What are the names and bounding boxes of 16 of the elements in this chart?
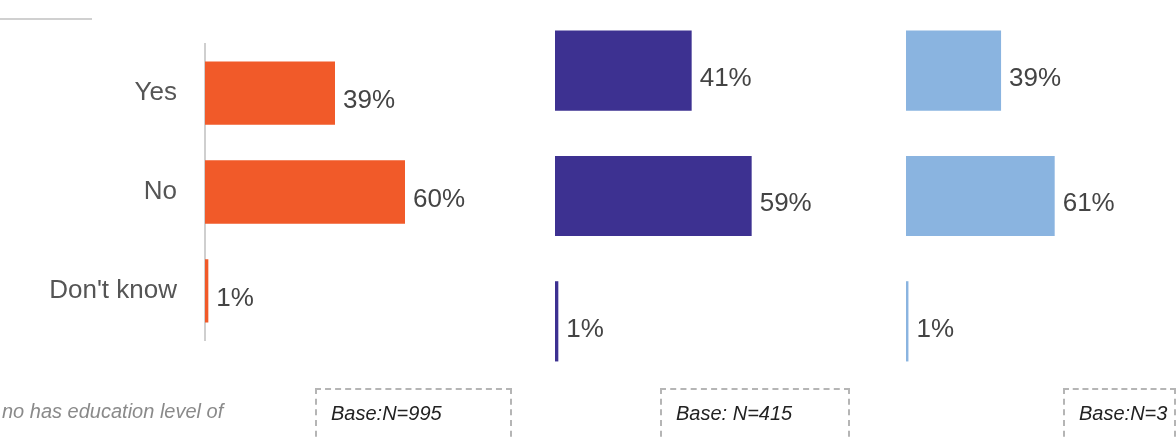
text: Base: N=415 — [660, 388, 850, 438]
data-label: 1% — [916, 312, 955, 343]
data-label: 59% — [759, 187, 812, 218]
y-tick-label: No — [143, 175, 177, 206]
data-label: 61% — [1062, 187, 1115, 218]
text: Base:N=3 — [1063, 388, 1176, 438]
y-tick-label: Yes — [134, 76, 177, 107]
data-label: 41% — [699, 61, 752, 92]
data-label: 39% — [1009, 61, 1062, 92]
data-label: 1% — [566, 312, 604, 343]
text: no has education level of — [2, 400, 224, 423]
data-label: 1% — [216, 282, 254, 313]
data-label: 39% — [343, 84, 396, 115]
y-tick-label: Don't know — [49, 274, 178, 305]
text: Base:N=995 — [315, 388, 512, 438]
data-label: 60% — [413, 183, 466, 214]
